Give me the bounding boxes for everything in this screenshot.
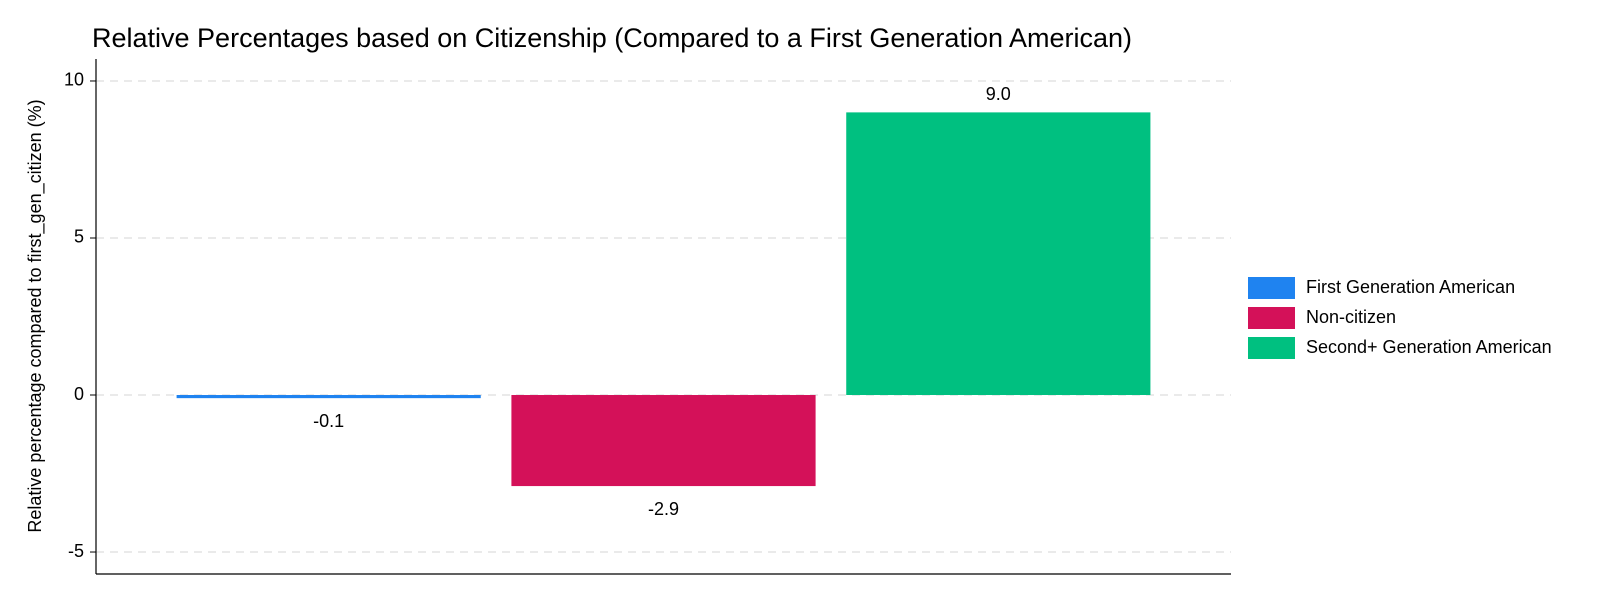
- legend-swatch: [1248, 337, 1295, 359]
- y-tick-label: -5: [68, 541, 84, 561]
- chart-title: Relative Percentages based on Citizenshi…: [92, 23, 1132, 53]
- bar: [511, 395, 816, 487]
- value-label: -2.9: [648, 499, 679, 519]
- bar: [846, 112, 1151, 396]
- y-axis-label: Relative percentage compared to first_ge…: [25, 99, 46, 532]
- legend-label: Non-citizen: [1306, 307, 1396, 327]
- y-tick-label: 5: [74, 227, 84, 247]
- bar: [176, 395, 481, 399]
- value-label: -0.1: [313, 411, 344, 431]
- legend-swatch: [1248, 277, 1295, 299]
- y-tick-label: 0: [74, 384, 84, 404]
- legend-swatch: [1248, 307, 1295, 329]
- legend-label: Second+ Generation American: [1306, 337, 1552, 357]
- value-label: 9.0: [986, 84, 1011, 104]
- y-tick-label: 10: [64, 70, 84, 90]
- legend-label: First Generation American: [1306, 277, 1515, 297]
